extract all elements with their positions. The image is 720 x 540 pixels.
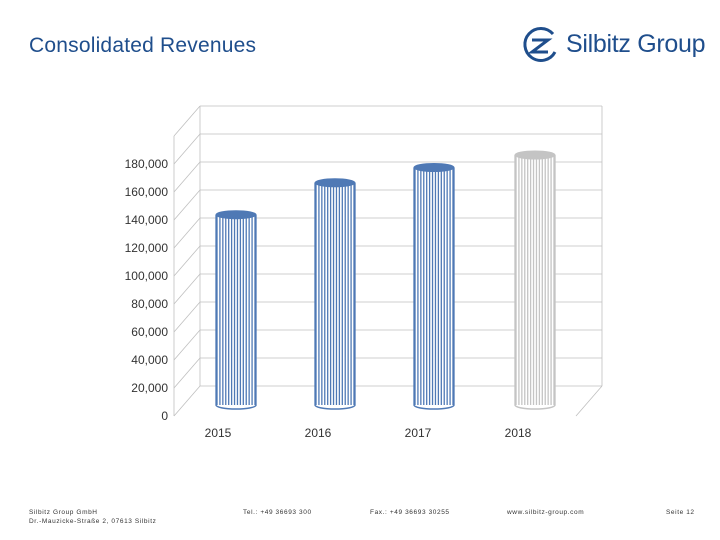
- gridline: [173, 189, 201, 221]
- x-axis-labels: 2015 2016 2017 2018: [205, 426, 532, 440]
- y-tick-label: 80,000: [131, 297, 168, 311]
- bar-2017: [413, 163, 455, 410]
- gridline: [173, 105, 201, 137]
- gridline: [173, 245, 201, 277]
- y-axis-labels: 0 20,000 40,000 60,000 80,000 100,000 120,000 1…: [125, 157, 169, 423]
- page-title: Consolidated Revenues: [29, 34, 257, 57]
- y-tick-label: 60,000: [131, 325, 168, 339]
- x-tick-label: 2017: [405, 426, 432, 440]
- gridline: [173, 161, 201, 193]
- y-tick-label: 100,000: [125, 269, 169, 283]
- y-tick-label: 20,000: [131, 381, 168, 395]
- y-tick-label: 40,000: [131, 353, 168, 367]
- silbitz-logo-icon: [523, 26, 557, 62]
- footer-web: www.silbitz-group.com: [507, 509, 585, 516]
- gridline: [173, 273, 201, 305]
- y-tick-label: 160,000: [125, 185, 169, 199]
- footer-phone: Tel.: +49 36693 300: [243, 509, 312, 516]
- footer-company: Silbitz Group GmbH: [29, 509, 98, 516]
- x-tick-label: 2016: [305, 426, 332, 440]
- gridline: [173, 329, 201, 361]
- x-tick-label: 2015: [205, 426, 232, 440]
- y-tick-label: 140,000: [125, 213, 169, 227]
- gridline: [173, 357, 201, 389]
- gridline: [173, 301, 201, 333]
- company-name: Silbitz Group: [566, 30, 706, 58]
- gridline: [173, 217, 201, 249]
- footer-fax: Fax.: +49 36693 30255: [370, 509, 450, 516]
- y-tick-label: 180,000: [125, 157, 169, 171]
- bar-2016: [314, 178, 356, 410]
- footer-address: Dr.-Mauzicke-Straße 2, 07613 Silbitz: [29, 518, 157, 525]
- company-logo: Silbitz Group: [520, 26, 706, 66]
- bars: [215, 150, 556, 410]
- y-tick-label: 0: [161, 409, 168, 423]
- floor-right-edge: [575, 385, 603, 417]
- x-tick-label: 2018: [505, 426, 532, 440]
- gridline: [173, 133, 201, 165]
- footer-page: Seite 12: [666, 509, 695, 516]
- bar-2015: [215, 210, 257, 410]
- bar-2018: [514, 150, 556, 410]
- y-tick-label: 120,000: [125, 241, 169, 255]
- gridline: [173, 385, 201, 417]
